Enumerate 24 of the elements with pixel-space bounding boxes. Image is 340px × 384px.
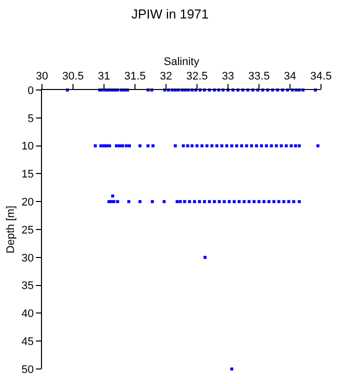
y-tick-label: 30 [22,252,34,264]
y-tick-label: 20 [22,196,34,208]
x-tick-label: 30.5 [62,70,84,83]
y-tick-label: 5 [28,112,34,125]
x-tick-label: 34.5 [310,70,332,83]
y-tick-label: 15 [22,168,34,181]
chart-title: JPIW in 1971 [131,6,209,22]
x-axis-title: Salinity [164,56,200,68]
x-tick-label: 31 [98,70,110,83]
y-tick-label: 40 [22,308,34,320]
x-tick-label: 31.5 [124,70,146,83]
y-axis-title: Depth [m] [5,206,18,254]
x-tick-label: 33 [222,70,234,83]
y-tick-label: 35 [22,280,34,292]
y-tick-label: 10 [22,140,34,153]
y-tick-label: 25 [22,224,34,236]
y-tick-label: 50 [22,364,34,376]
y-tick-label: 45 [22,336,34,348]
x-tick-label: 32.5 [186,70,208,83]
x-tick-label: 34 [284,70,296,83]
y-tick-label: 0 [28,84,34,97]
x-tick-label: 32 [160,70,172,83]
x-tick-label: 30 [36,70,48,83]
x-tick-label: 33.5 [248,70,270,83]
